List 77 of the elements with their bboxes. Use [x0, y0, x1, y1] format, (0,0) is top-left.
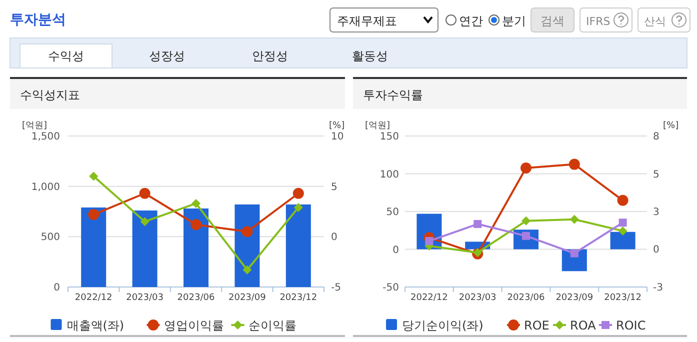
text: 활동성 [352, 49, 388, 63]
bar [132, 210, 158, 287]
legend-label: ROIC [616, 318, 646, 332]
text: 수익성 [48, 49, 84, 63]
y2-tick-label: 5 [331, 182, 338, 193]
point [522, 216, 530, 226]
bar [81, 207, 106, 287]
point [192, 198, 200, 208]
text: IFRS [586, 15, 610, 28]
x-tick-label: 2023/09 [556, 293, 594, 303]
y2-tick-label: 10 [331, 132, 344, 142]
y-tick-label: 0 [392, 244, 399, 256]
text: 투자분석 [10, 12, 66, 28]
bar [184, 208, 208, 287]
y-axis-title: [억원] [22, 121, 48, 131]
point [570, 214, 579, 224]
y2-tick-label: -5 [331, 282, 341, 294]
point [520, 162, 532, 174]
point [568, 158, 580, 170]
point [292, 188, 304, 199]
y2-tick-label: 3 [653, 206, 660, 218]
point [474, 220, 482, 228]
point [294, 202, 303, 212]
text: 안정성 [252, 49, 288, 63]
point [88, 209, 100, 220]
text: 성장성 [149, 49, 185, 63]
point [425, 237, 434, 246]
y-tick-label: 500 [40, 232, 60, 244]
y-tick-label: 100 [380, 169, 399, 180]
text: 연간 [459, 14, 483, 28]
chart-title: 투자수익률 [363, 88, 423, 102]
point [242, 226, 253, 238]
legend-label: 당기순이익(좌) [402, 318, 484, 332]
point [190, 219, 202, 230]
point [617, 194, 628, 206]
y-axis-title: [억원] [365, 121, 390, 131]
y2-tick-label: 0 [653, 244, 660, 256]
point [618, 218, 627, 227]
y-tick-label: -50 [382, 282, 399, 294]
y-tick-label: 0 [54, 282, 60, 294]
point [139, 188, 150, 199]
text: 분기 [502, 14, 526, 28]
point [242, 265, 252, 274]
y-tick-label: 1,000 [31, 182, 60, 193]
legend-label: ROE [524, 318, 550, 332]
bar [610, 232, 636, 250]
text: 주재무제표 [337, 14, 397, 28]
y2-tick-label: 8 [653, 132, 660, 142]
point [140, 217, 150, 226]
text: 검색 [540, 14, 564, 28]
legend-label: 영업이익률 [164, 318, 224, 332]
legend-label: 매출액(좌) [66, 318, 124, 332]
x-tick-label: 2023/09 [228, 293, 266, 303]
y2-axis-title: [%] [329, 121, 345, 131]
y2-tick-label: -3 [653, 282, 663, 294]
x-tick-label: 2022/12 [410, 293, 448, 303]
bar [286, 204, 311, 287]
y-tick-label: 1,500 [31, 132, 60, 142]
legend-label: ROA [570, 318, 597, 332]
point [89, 172, 98, 181]
x-tick-label: 2023/03 [458, 293, 496, 303]
text: 산식 [644, 15, 666, 28]
x-tick-label: 2023/06 [177, 293, 215, 303]
x-tick-label: 2022/12 [74, 293, 112, 303]
y2-tick-label: 5 [653, 169, 660, 180]
x-tick-label: 2023/12 [280, 293, 318, 303]
chart-title: 수익성지표 [20, 88, 80, 102]
x-tick-label: 2023/06 [507, 293, 545, 303]
y-tick-label: 50 [386, 207, 399, 218]
legend-label: 순이익률 [248, 318, 296, 332]
x-tick-label: 2023/12 [604, 293, 642, 303]
y2-tick-label: 0 [331, 232, 338, 244]
y-tick-label: 150 [380, 132, 399, 142]
x-tick-label: 2023/03 [126, 293, 164, 303]
y2-axis-title: [%] [663, 121, 679, 131]
point [570, 249, 578, 258]
point [618, 226, 628, 236]
